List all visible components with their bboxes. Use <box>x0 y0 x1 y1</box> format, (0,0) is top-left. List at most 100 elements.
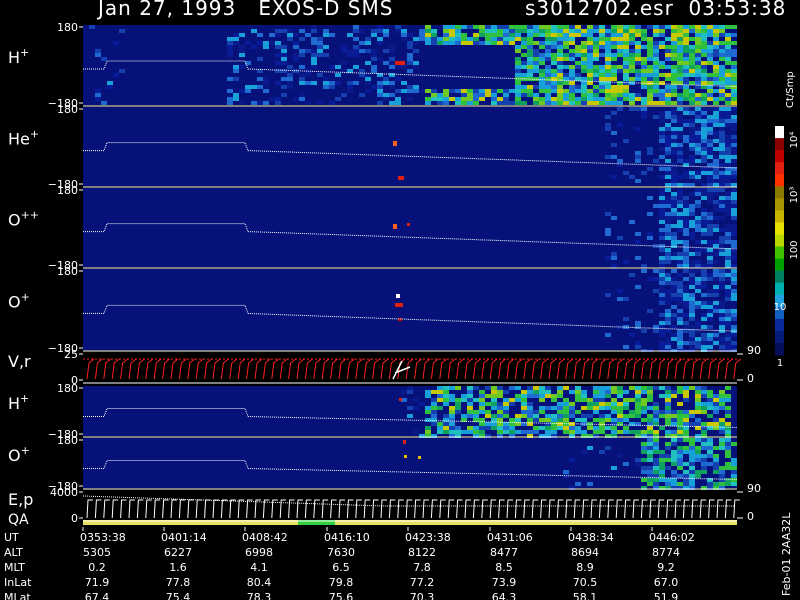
panel-label: He+ <box>8 128 39 149</box>
trace-line <box>83 223 738 250</box>
xaxis-tick-label: 7.8 <box>413 561 431 574</box>
xaxis-tick-label: 0353:38 <box>80 531 126 544</box>
panel-label: O+ <box>8 444 30 465</box>
panel-label: H+ <box>8 392 29 413</box>
colorbar-tick-label: 10³ <box>789 187 800 204</box>
side-label: Feb-01 2AA32L <box>780 512 793 596</box>
right-axis-top-label: 90 <box>747 344 761 357</box>
xaxis-row-name: MLat <box>4 591 31 600</box>
xaxis-tick-label: 0431:06 <box>487 531 533 544</box>
xaxis-tick-label: 8477 <box>490 546 518 559</box>
colorbar-tick-label: 1 <box>777 358 783 369</box>
xaxis-tick-label: 0446:02 <box>649 531 695 544</box>
xaxis-tick-label: 8774 <box>652 546 680 559</box>
colorbar-tick-label: 100 <box>789 240 800 259</box>
xaxis-tick-label: 8.9 <box>576 561 594 574</box>
xaxis-tick-label: 67.4 <box>85 591 110 600</box>
ytick-top-label: 180 <box>57 434 78 447</box>
xaxis-tick-label: 8694 <box>571 546 599 559</box>
xaxis-tick-label: 58.1 <box>573 591 598 600</box>
ytick-bottom-label: −180 <box>48 259 78 272</box>
ytick-top-label: 25 <box>64 348 78 361</box>
colorbar-segment <box>775 282 784 296</box>
panel-label: H+ <box>8 46 29 67</box>
trace-line <box>83 460 738 480</box>
xaxis-tick-label: 77.8 <box>166 576 191 589</box>
colorbar-segment <box>775 306 784 320</box>
xaxis-tick-label: 0401:14 <box>161 531 207 544</box>
colorbar-tick-label: 10⁴ <box>789 132 800 149</box>
xaxis-tick-label: 8122 <box>408 546 436 559</box>
trace-line <box>83 142 738 169</box>
trace-line <box>83 60 738 88</box>
colorbar-segment <box>775 294 784 308</box>
velocity-trace <box>86 358 742 380</box>
panel-8: 4000 0 E,p QA 90 0 <box>8 482 761 528</box>
colorbar-segment <box>775 270 784 284</box>
colorbar-segment <box>775 222 784 235</box>
panel-5: 25 0 V,r 90 0 <box>8 344 761 387</box>
xaxis-tick-label: 70.5 <box>573 576 598 589</box>
xaxis-tick-label: 0416:10 <box>324 531 370 544</box>
ytick-top-label: 180 <box>57 184 78 197</box>
panel-background <box>83 107 737 186</box>
qa-bar-segment <box>298 520 335 525</box>
panel-3: 180 −180 O++ <box>8 184 738 272</box>
ytick-top-label: 180 <box>57 21 78 34</box>
right-axis-bottom-label: 0 <box>747 372 754 385</box>
xaxis-tick-label: 5305 <box>83 546 111 559</box>
ytick-top-label: 180 <box>57 103 78 116</box>
ytick-bottom-label: −180 <box>48 178 78 191</box>
colorbar-segment <box>775 198 784 211</box>
colorbar-segment <box>775 246 784 260</box>
ytick-top-label: 180 <box>57 382 78 395</box>
ytick-bottom-label: −180 <box>48 480 78 493</box>
xaxis-tick-label: 64.3 <box>492 591 517 600</box>
xaxis-tick-label: 71.9 <box>85 576 110 589</box>
xaxis-tick-label: 9.2 <box>657 561 675 574</box>
panel-label: E,p <box>8 490 33 509</box>
xaxis-tick-label: 7630 <box>327 546 355 559</box>
panel-background <box>83 269 737 350</box>
energy-trace <box>86 499 740 519</box>
xaxis-tick-label: 0.2 <box>88 561 106 574</box>
qa-label: QA <box>8 512 29 528</box>
panel-background <box>83 188 737 267</box>
xaxis-tick-label: 51.9 <box>654 591 679 600</box>
colorbar-segment <box>775 210 784 223</box>
ytick-top-label: 180 <box>57 265 78 278</box>
qa-bar <box>83 520 737 525</box>
colorbar-unit-label: Ct/Smp <box>785 71 796 108</box>
colorbar-segment <box>775 186 784 199</box>
colorbar-segment <box>775 162 784 175</box>
xaxis-tick-label: 75.4 <box>166 591 191 600</box>
xaxis-tick-label: 77.2 <box>410 576 435 589</box>
xaxis-tick-label: 78.3 <box>247 591 272 600</box>
xaxis-tick-label: 8.5 <box>495 561 513 574</box>
file-timestamp: s3012702.esr 03:53:38 <box>525 0 787 20</box>
xaxis-tick-label: 67.0 <box>654 576 679 589</box>
xaxis-tick-label: 80.4 <box>247 576 272 589</box>
colorbar-segment <box>775 126 784 139</box>
colorbar-tick-label: 10 <box>774 302 787 313</box>
right-axis-bottom-label: 0 <box>747 510 754 523</box>
colorbar-segment <box>775 330 784 344</box>
colorbar-segment <box>775 138 784 151</box>
panel-4: 180 −180 O+ <box>8 265 738 355</box>
panel-background <box>83 490 737 520</box>
ytick-bottom-label: −180 <box>48 97 78 110</box>
panel-2: 180 −180 He+ <box>8 103 738 191</box>
ytick-top-label: 4000 <box>50 486 78 499</box>
xaxis-tick-label: 0423:38 <box>405 531 451 544</box>
trace-line <box>83 304 738 332</box>
xaxis-tick-label: 73.9 <box>492 576 517 589</box>
xaxis-tick-label: 6227 <box>164 546 192 559</box>
panel-1: 180 −180 H+ <box>8 21 738 110</box>
colorbar-segment <box>775 258 784 272</box>
colorbar-segment <box>775 174 784 187</box>
velocity-marker <box>392 360 411 380</box>
xaxis-tick-label: 6998 <box>245 546 273 559</box>
chart-title: Jan 27, 1993 EXOS-D SMS <box>98 0 394 20</box>
xaxis-tick-label: 6.5 <box>332 561 350 574</box>
